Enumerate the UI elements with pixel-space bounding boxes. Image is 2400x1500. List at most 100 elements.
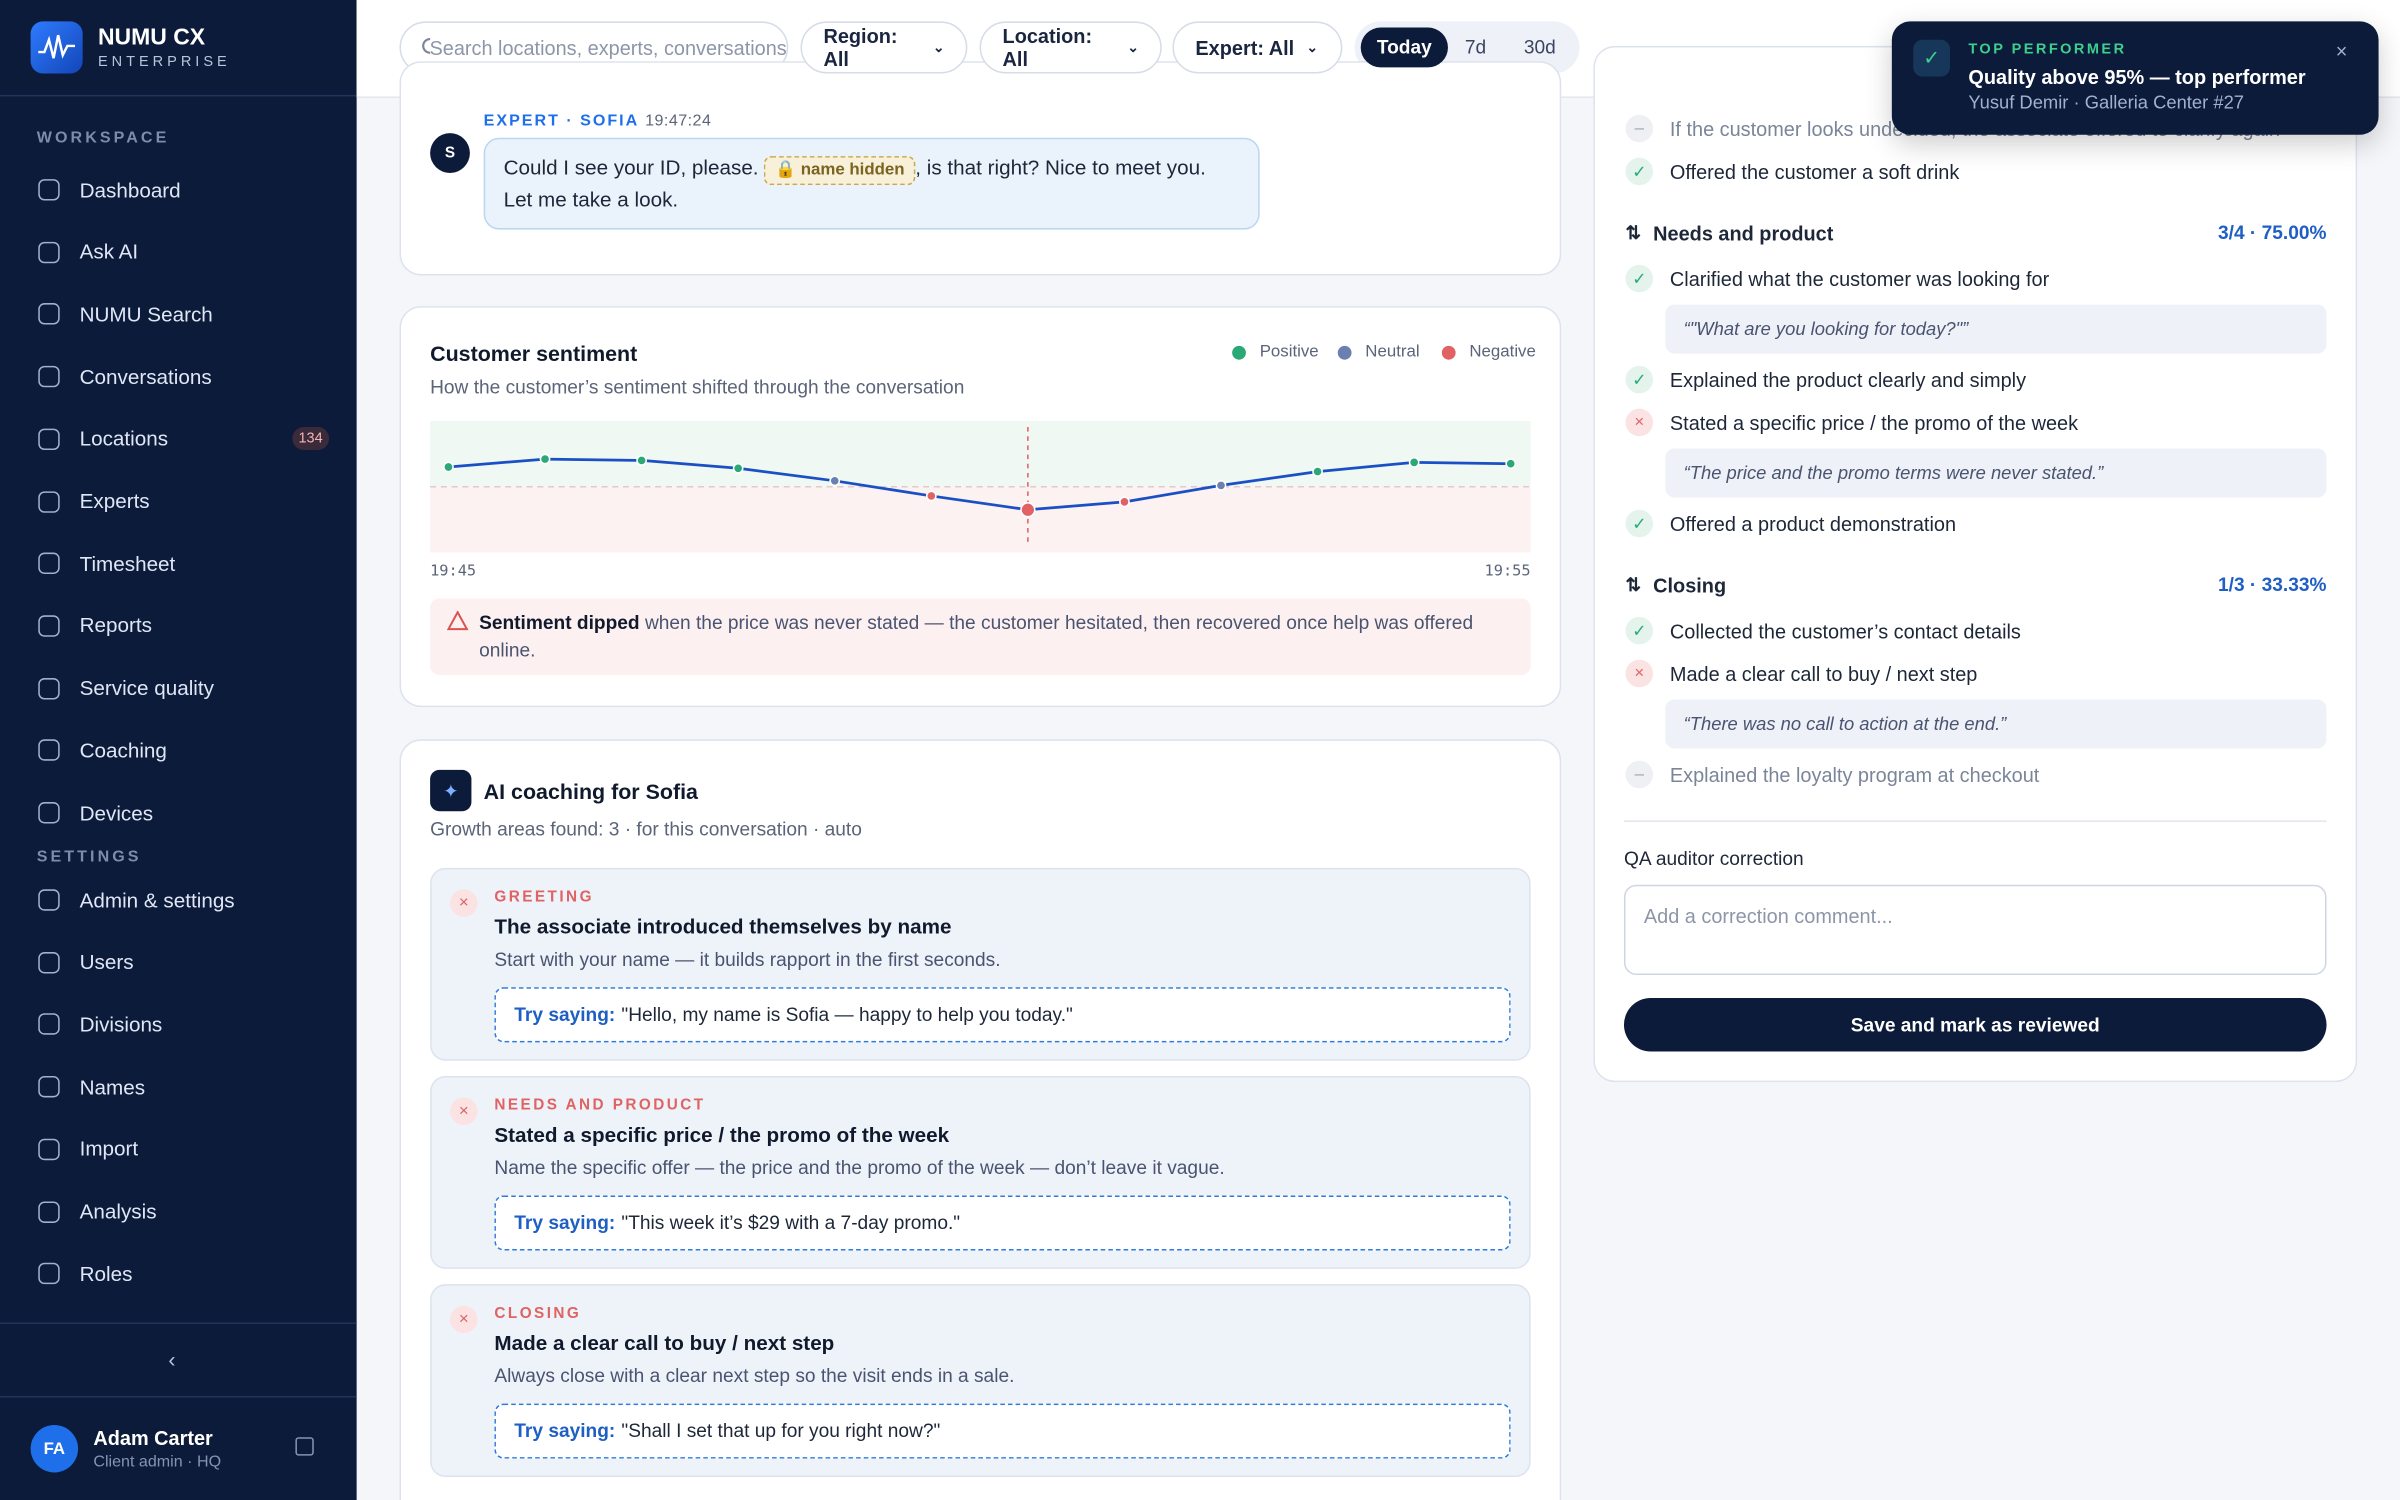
check-label: Offered a product demonstration xyxy=(1669,511,1957,535)
nav-badge: 134 xyxy=(292,427,329,451)
status-icon: ✓ xyxy=(1625,264,1654,293)
nav-label: Devices xyxy=(79,801,154,825)
nav-item[interactable]: Conversations xyxy=(0,346,357,407)
nav-icon xyxy=(38,1138,60,1160)
suggestion: Try saying: "Shall I set that up for you … xyxy=(494,1403,1511,1459)
legend-label: Negative xyxy=(1469,342,1536,362)
coaching-category: GREETING xyxy=(494,889,594,907)
suggestion-text: "Hello, my name is Sofia — happy to help… xyxy=(621,1004,1073,1026)
nav-label: Experts xyxy=(79,489,150,513)
card-subtitle: Growth areas found: 3 · for this convers… xyxy=(430,818,862,841)
nav-item[interactable]: Experts xyxy=(0,471,357,532)
nav-item[interactable]: Service quality xyxy=(0,658,357,719)
filter[interactable]: Expert: All ⌄ xyxy=(1172,21,1343,74)
nav-item[interactable]: Timesheet xyxy=(0,533,357,594)
nav-label: Import xyxy=(79,1137,139,1161)
coaching-text: Start with your name — it builds rapport… xyxy=(494,948,1001,971)
nav-icon xyxy=(38,365,60,388)
nav-label: Admin & settings xyxy=(79,888,235,912)
message-time: 19:47:24 xyxy=(645,111,712,131)
toast-close[interactable]: × xyxy=(2335,39,2348,63)
fail-icon: × xyxy=(449,889,478,917)
filter[interactable]: Location: All ⌄ xyxy=(979,21,1162,74)
coaching-text: Name the specific offer — the price and … xyxy=(494,1157,1225,1179)
nav-item[interactable]: Analysis xyxy=(0,1181,357,1242)
search-icon xyxy=(422,37,430,54)
coaching-category: CLOSING xyxy=(494,1305,582,1323)
nav-item[interactable]: Dashboard xyxy=(0,159,357,220)
coaching-text: Always close with a clear next step so t… xyxy=(494,1365,1015,1387)
suggestion-label: Try saying: xyxy=(514,1420,616,1442)
toast-icon: ✓ xyxy=(1913,39,1950,77)
user-role: Client admin · HQ xyxy=(93,1452,222,1471)
nav-item[interactable]: Locations 134 xyxy=(0,408,357,469)
field-label: QA auditor correction xyxy=(1623,847,1804,870)
legend-item: Positive xyxy=(1232,343,1319,361)
nav-icon xyxy=(38,179,60,201)
message-author: EXPERT · SOFIA 19:47:24 xyxy=(484,112,712,130)
logo xyxy=(30,21,83,74)
nav-label: Analysis xyxy=(79,1199,157,1223)
sentiment-point xyxy=(1119,496,1130,508)
section-label: Needs and product xyxy=(1653,221,1834,245)
suggestion-text: "Shall I set that up for you right now?" xyxy=(621,1420,941,1442)
nav-item[interactable]: Names xyxy=(0,1056,357,1117)
sentiment-point xyxy=(925,490,937,502)
nav-label: Divisions xyxy=(79,1013,163,1037)
nav-item[interactable]: Admin & settings xyxy=(0,869,357,930)
user-name: Adam Carter xyxy=(93,1426,213,1450)
nav-label: Service quality xyxy=(79,676,214,700)
nav-label: Dashboard xyxy=(79,178,181,202)
ai-icon: ✦ xyxy=(430,769,472,812)
check-label: Explained the loyalty program at checkou… xyxy=(1669,763,2040,786)
nav-item[interactable]: Reports xyxy=(0,595,357,656)
nav-item[interactable]: Users xyxy=(0,932,357,993)
warning-icon xyxy=(446,610,469,631)
nav-item[interactable]: Divisions xyxy=(0,994,357,1055)
toast-text: Yusuf Demir · Galleria Center #27 xyxy=(1968,91,2244,114)
save-button[interactable]: Save and mark as reviewed xyxy=(1623,997,2327,1052)
nav-label: Coaching xyxy=(79,738,167,762)
range[interactable]: 30d xyxy=(1523,36,1556,59)
correction-input[interactable]: Add a correction comment... xyxy=(1623,884,2327,975)
nav-icon xyxy=(38,1200,60,1223)
toast-label: TOP PERFORMER xyxy=(1968,41,2127,59)
chevron: ⌄ xyxy=(932,39,945,55)
check-label: Collected the customer’s contact details xyxy=(1669,619,2021,643)
sentiment-point xyxy=(829,475,841,487)
status-icon: ✓ xyxy=(1625,509,1654,538)
nav-item[interactable]: Roles xyxy=(0,1243,357,1304)
status-icon: – xyxy=(1625,114,1654,143)
status-icon: × xyxy=(1625,408,1654,437)
author-avatar: S xyxy=(430,133,470,173)
nav-item[interactable]: Ask AI xyxy=(0,221,357,282)
legend-swatch xyxy=(1232,345,1246,359)
range[interactable]: 7d xyxy=(1464,36,1487,59)
nav-item[interactable]: Import xyxy=(0,1119,357,1180)
check-label: Clarified what the customer was looking … xyxy=(1669,267,2050,291)
author: EXPERT · SOFIA xyxy=(483,111,639,131)
divider xyxy=(0,1322,357,1324)
logout-button[interactable] xyxy=(295,1437,314,1456)
negative-zone xyxy=(430,486,1531,553)
card-subtitle: How the customer’s sentiment shifted thr… xyxy=(430,376,965,398)
legend-swatch xyxy=(1441,345,1456,359)
nav-label: NUMU Search xyxy=(79,302,213,326)
section-label: WORKSPACE xyxy=(36,128,170,147)
legend-item: Negative xyxy=(1441,342,1536,362)
filter-label: Location: All xyxy=(1002,24,1093,71)
chevron: ⌄ xyxy=(1127,39,1139,55)
nav-label: Roles xyxy=(79,1262,133,1286)
collapse-button[interactable]: ‹ xyxy=(168,1346,176,1372)
nav-item[interactable]: Coaching xyxy=(0,720,357,781)
chevron: ⌄ xyxy=(1306,39,1318,55)
filter-label: Region: All xyxy=(823,24,898,71)
nav-label: Timesheet xyxy=(79,552,176,576)
toast-title: Quality above 95% — top performer xyxy=(1968,65,2306,89)
sentiment-point xyxy=(1505,458,1517,470)
status-icon: ✓ xyxy=(1625,616,1654,645)
nav-item[interactable]: NUMU Search xyxy=(0,284,357,345)
range[interactable]: Today xyxy=(1360,27,1448,68)
filter[interactable]: Region: All ⌄ xyxy=(800,21,968,74)
nav-item[interactable]: Devices xyxy=(0,782,357,843)
